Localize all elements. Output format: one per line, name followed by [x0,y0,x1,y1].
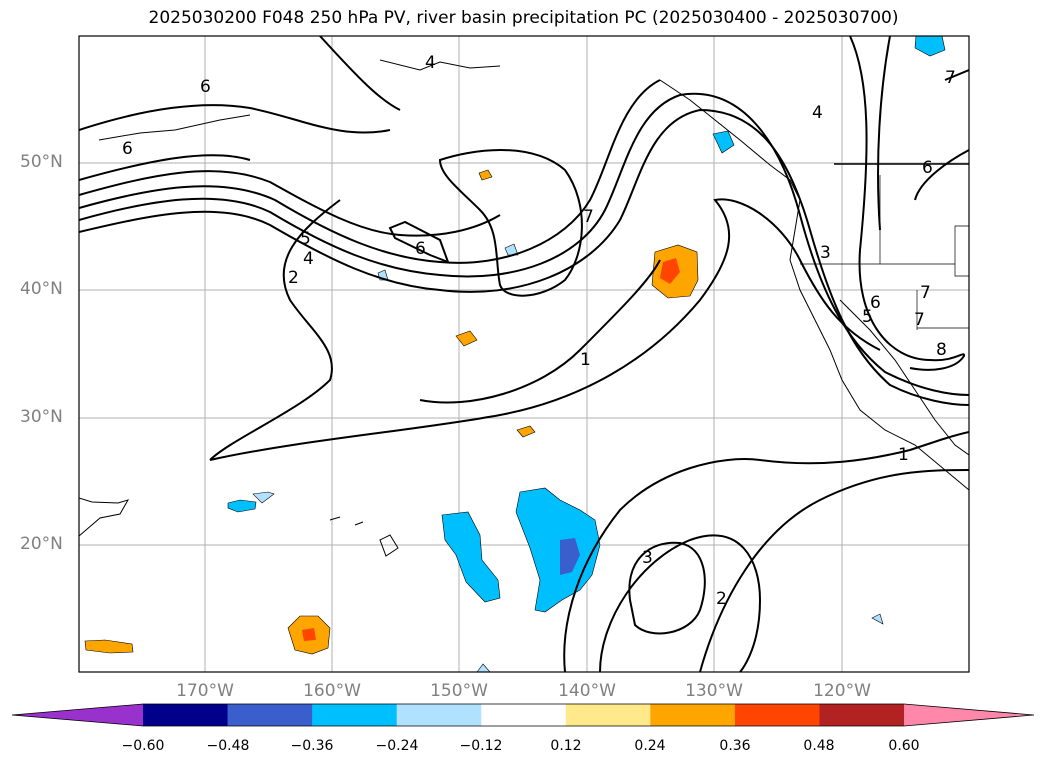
colorbar-bin [565,704,651,726]
contour-label: 6 [122,139,133,159]
colorbar-tick-label: −0.60 [121,738,165,754]
lon-label: 170°W [176,681,234,701]
pv-contours [79,36,969,672]
contour-label: 7 [945,68,956,88]
contour-label: 5 [862,307,873,327]
contour-label: 5 [300,229,311,249]
colorbar-tick-label: 0.36 [719,738,751,754]
contour-label: 7 [583,207,594,227]
lon-label: 150°W [430,681,488,701]
colorbar-tick-label: −0.12 [459,738,503,754]
colorbar-bin [312,704,398,726]
lat-label: 30°N [20,407,63,427]
colorbar-bin [650,704,736,726]
contour-label: 6 [870,293,881,313]
colorbar-bin [481,704,567,726]
colorbar-tick-label: 0.60 [888,738,920,754]
colorbar-tick-label: −0.36 [290,738,334,754]
colorbar-tick-label: 0.48 [803,738,835,754]
lon-label: 130°W [685,681,743,701]
map-border [78,35,970,673]
contour-label: 2 [288,268,299,288]
contour-label: 8 [936,340,947,360]
lat-label: 40°N [20,279,63,299]
chart-title: 2025030200 F048 250 hPa PV, river basin … [148,8,899,28]
lon-label: 120°W [813,681,871,701]
contour-label: 3 [820,243,831,263]
contour-label: 4 [303,249,314,269]
colorbar-extend-max [904,704,1034,726]
lon-label: 160°W [303,681,361,701]
contour-label: 6 [922,158,933,178]
colorbar-bin [396,704,482,726]
lon-label: 140°W [558,681,616,701]
contour-label: 4 [425,53,436,73]
colorbar-outline [11,703,1035,727]
contour-label: 3 [642,548,653,568]
colorbar-bin [734,704,820,726]
contour-label: 7 [914,310,925,330]
colorbar-extend-min [12,704,143,726]
contour-label: 4 [812,103,823,123]
contour-label: 1 [898,445,909,465]
colorbar-tick-label: −0.24 [375,738,419,754]
colorbar-bin [227,704,313,726]
colorbar-tick-label: 0.24 [634,738,666,754]
contour-label: 2 [716,589,727,609]
graticule [79,36,969,672]
colorbar-tick-label: 0.12 [550,738,582,754]
colorbar [11,703,1035,727]
contour-label: 6 [415,239,426,259]
map-frame-bg [79,36,969,672]
contour-label: 7 [920,283,931,303]
lat-label: 50°N [20,152,63,172]
colorbar-bin [143,704,229,726]
contour-label: 1 [580,350,591,370]
colorbar-tick-label: −0.48 [206,738,250,754]
contour-label: 6 [200,77,211,97]
lat-label: 20°N [20,534,63,554]
contour-labels: 6 4 6 7 4 6 7 6 5 4 2 7 1 3 6 5 7 8 1 3 … [122,53,956,609]
colorbar-bin [819,704,905,726]
